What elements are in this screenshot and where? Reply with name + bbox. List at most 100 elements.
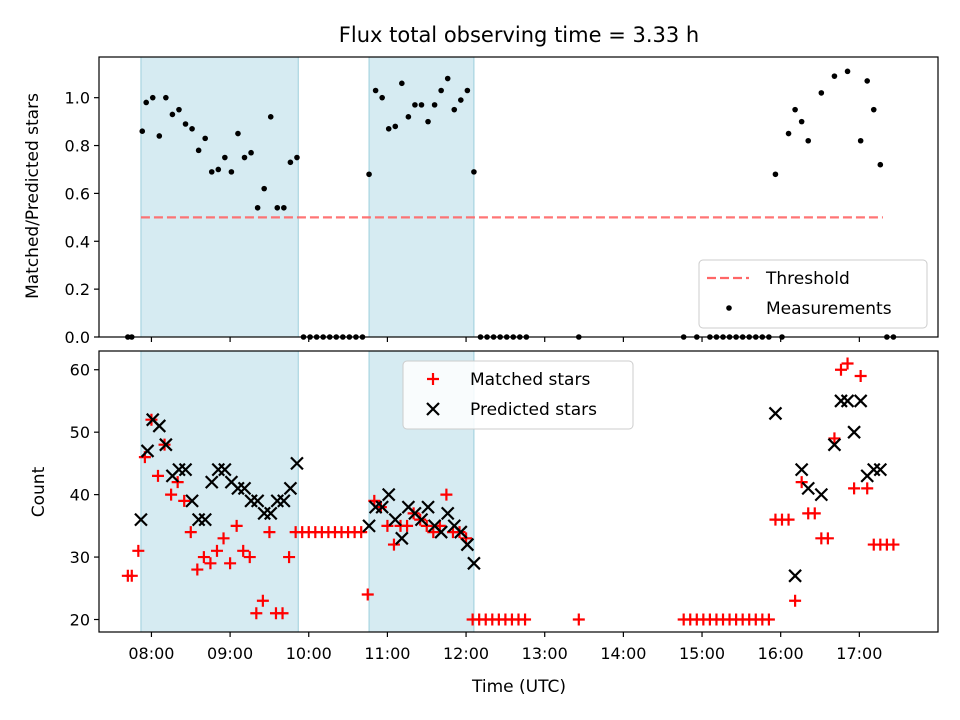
matched-star-point [861, 482, 874, 495]
predicted-star-point [381, 487, 396, 502]
predicted-star-point [198, 512, 212, 527]
matched-star-point [184, 526, 197, 539]
measurement-point [195, 147, 202, 154]
measurement-point [418, 102, 425, 108]
matched-star-point [789, 594, 802, 607]
measurement-point [208, 169, 215, 175]
matched-star-point [808, 507, 821, 520]
predicted-star-point [362, 519, 376, 533]
predicted-star-point [388, 512, 403, 527]
measurement-point [831, 73, 838, 79]
measurement-point [139, 128, 146, 134]
predicted-star-point [827, 437, 842, 452]
legend-matched-swatch [427, 373, 439, 385]
y-tick-label: 0.4 [65, 232, 90, 251]
measurement-point [235, 130, 241, 137]
predicted-star-point [140, 444, 155, 458]
predicted-star-point [395, 531, 409, 546]
legend-measurement-swatch [726, 305, 732, 311]
predicted-star-point [283, 481, 298, 496]
matched-star-point [243, 551, 256, 564]
matched-star-point [841, 357, 854, 370]
matched-star-point [256, 594, 269, 607]
measurement-point [392, 123, 399, 130]
measurement-point [451, 106, 458, 113]
measurement-point [228, 169, 235, 175]
observing-window-band [368, 56, 475, 338]
legend-predicted-swatch [426, 402, 440, 416]
measurement-point [438, 87, 444, 94]
predicted-star-point [204, 475, 219, 489]
x-tick-label: 14:00 [600, 644, 646, 663]
measurement-point [772, 171, 779, 178]
y-tick-label: 20 [70, 611, 90, 630]
predicted-star-point [460, 537, 475, 552]
measurement-point [267, 114, 274, 120]
predicted-star-point [263, 506, 278, 521]
x-tick-label: 16:00 [758, 644, 804, 663]
measurement-point [471, 169, 477, 175]
y-tick-label: 0.2 [65, 280, 90, 299]
measurement-point [379, 94, 385, 101]
measurement-point [215, 166, 222, 173]
predicted-star-point [159, 437, 173, 452]
measurement-point [844, 68, 851, 75]
y-tick-label: 40 [70, 486, 90, 505]
measurement-point [425, 118, 431, 125]
predicted-star-point [454, 525, 468, 539]
predicted-star-point [840, 394, 855, 408]
predicted-star-point [375, 500, 389, 514]
measurement-point [877, 161, 884, 168]
measurement-point [792, 106, 798, 113]
matched-star-point [795, 476, 808, 489]
predicted-star-point [788, 569, 802, 583]
predicted-star-point [250, 494, 265, 508]
x-tick-label: 09:00 [207, 644, 253, 663]
matched-star-point [276, 607, 289, 620]
matched-star-point [572, 613, 585, 626]
matched-star-point [387, 538, 400, 551]
matched-star-point [283, 551, 296, 564]
predicted-star-point [218, 462, 232, 477]
x-tick-label: 10:00 [286, 644, 332, 663]
matched-star-point [854, 369, 867, 382]
legend-box [698, 259, 928, 329]
legend-box [402, 360, 634, 430]
measurement-point [254, 204, 261, 211]
measurement-point [385, 125, 392, 132]
matched-star-point [834, 363, 847, 376]
matched-star-point [210, 544, 223, 557]
y-tick-label: 0.6 [65, 184, 90, 203]
legend-label: Predicted stars [470, 400, 597, 420]
predicted-star-point [853, 394, 868, 408]
measurement-point [202, 135, 208, 142]
predicted-star-point [440, 506, 455, 521]
measurement-point [372, 87, 379, 94]
measurement-point [163, 94, 169, 101]
measurement-point [464, 87, 471, 94]
predicted-star-point [434, 525, 448, 539]
y-tick-label: 0.8 [65, 137, 90, 156]
matched-star-point [401, 519, 414, 532]
bottom-panel: 20 30 40 50 60 08:00 09:00 10:00 11:00 12:00 13:00… [70, 350, 939, 663]
x-tick-label: 08:00 [128, 644, 174, 663]
y-tick-label: 0.0 [65, 328, 90, 347]
measurement-point [805, 137, 812, 144]
measurement-point [294, 154, 300, 161]
matched-star-point [887, 538, 900, 551]
predicted-star-point [834, 394, 848, 408]
predicted-star-point [801, 481, 815, 496]
predicted-star-point [467, 556, 481, 571]
measurement-point [149, 94, 156, 101]
matched-star-point [440, 488, 453, 501]
y-tick-label: 60 [70, 361, 90, 380]
x-axis-label: Time (UTC) [471, 677, 566, 697]
measurement-point [287, 159, 294, 166]
measurement-point [281, 204, 287, 211]
matched-star-point [361, 588, 374, 601]
predicted-star-point [414, 512, 429, 527]
predicted-star-point [290, 456, 304, 471]
predicted-star-point [178, 462, 193, 477]
measurement-point [444, 75, 451, 82]
matched-star-point [237, 544, 250, 557]
